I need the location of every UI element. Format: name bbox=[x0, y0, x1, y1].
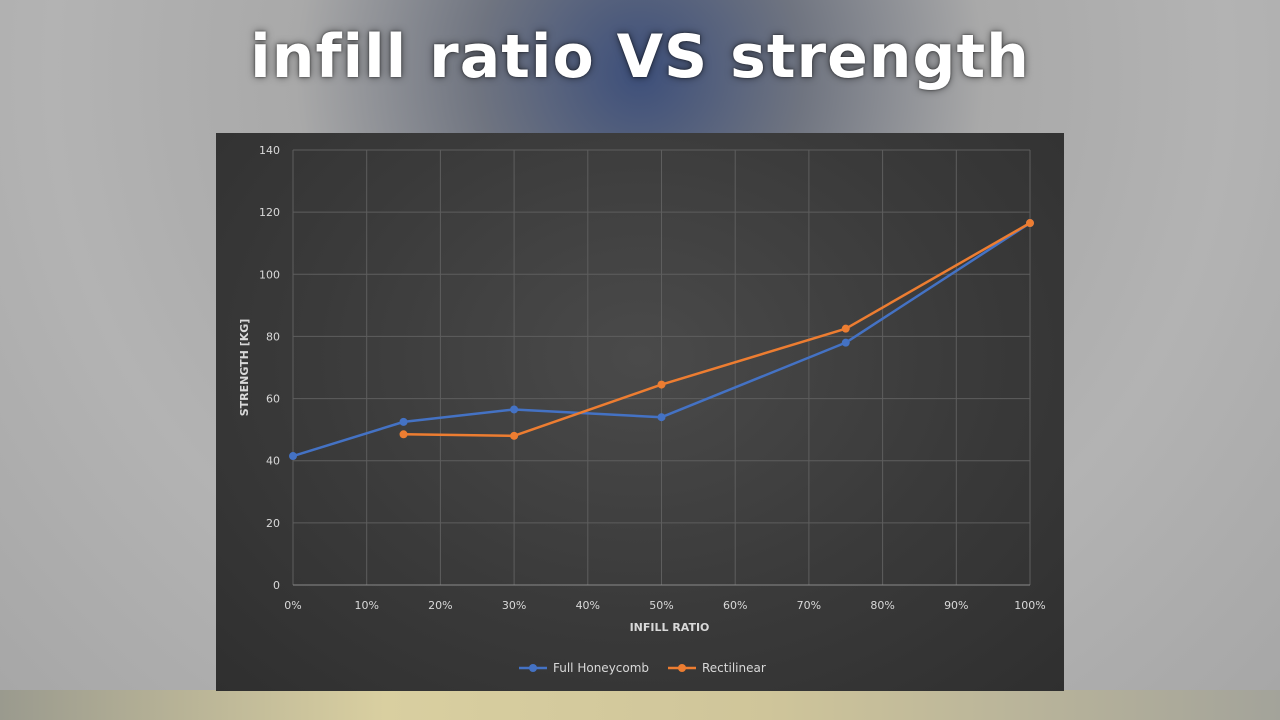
legend: Full Honeycomb Rectilinear bbox=[519, 661, 766, 675]
y-tick-label: 80 bbox=[266, 330, 280, 343]
data-point bbox=[399, 430, 408, 439]
y-tick-label: 40 bbox=[266, 455, 280, 468]
data-point bbox=[510, 405, 519, 414]
y-tick-label: 20 bbox=[266, 517, 280, 530]
y-tick-label: 0 bbox=[273, 579, 280, 592]
chart-panel: 0 20 40 60 80 100 120 140 0% 10% 20% 30% 40% 50% 60% 70… bbox=[216, 133, 1064, 691]
data-point bbox=[841, 324, 850, 333]
grid bbox=[292, 149, 1031, 586]
y-tick-label: 120 bbox=[259, 206, 280, 219]
x-tick-label: 40% bbox=[576, 599, 600, 612]
x-tick-label: 60% bbox=[723, 599, 747, 612]
legend-item: Full Honeycomb bbox=[519, 661, 649, 675]
legend-label: Full Honeycomb bbox=[553, 661, 649, 675]
data-point bbox=[1026, 219, 1034, 228]
legend-item: Rectilinear bbox=[668, 661, 766, 675]
series-rectilinear bbox=[399, 219, 1034, 440]
series-layer bbox=[289, 219, 1034, 461]
page-title: infill ratio VS strength bbox=[250, 22, 1030, 92]
x-tick-label: 80% bbox=[870, 599, 894, 612]
legend-swatch-marker bbox=[529, 664, 537, 672]
data-point bbox=[657, 380, 666, 389]
x-tick-label: 50% bbox=[649, 599, 673, 612]
x-tick-label: 10% bbox=[354, 599, 378, 612]
data-point bbox=[657, 413, 666, 422]
legend-label: Rectilinear bbox=[702, 661, 766, 675]
y-axis-title: STRENGTH [KG] bbox=[238, 319, 251, 417]
x-tick-label: 100% bbox=[1014, 599, 1045, 612]
y-tick-label: 100 bbox=[259, 268, 280, 281]
x-tick-label: 70% bbox=[797, 599, 821, 612]
x-axis-title: INFILL RATIO bbox=[630, 621, 710, 634]
legend-swatch-marker bbox=[678, 664, 686, 672]
data-point bbox=[841, 338, 850, 347]
series-line bbox=[402, 221, 1032, 438]
line-chart: 0 20 40 60 80 100 120 140 0% 10% 20% 30% 40% 50% 60% 70… bbox=[238, 144, 1046, 675]
data-point bbox=[399, 417, 408, 426]
y-tick-label: 60 bbox=[266, 393, 280, 406]
x-tick-label: 30% bbox=[502, 599, 526, 612]
x-tick-label: 20% bbox=[428, 599, 452, 612]
x-tick-label: 90% bbox=[944, 599, 968, 612]
y-tick-label: 140 bbox=[259, 144, 280, 157]
axes: 0 20 40 60 80 100 120 140 0% 10% 20% 30% 40% 50% 60% 70… bbox=[238, 144, 1046, 634]
background-glow bbox=[0, 690, 1280, 720]
data-point bbox=[510, 431, 519, 440]
data-point bbox=[289, 452, 297, 461]
x-tick-label: 0% bbox=[284, 599, 301, 612]
series-line bbox=[291, 221, 1032, 458]
